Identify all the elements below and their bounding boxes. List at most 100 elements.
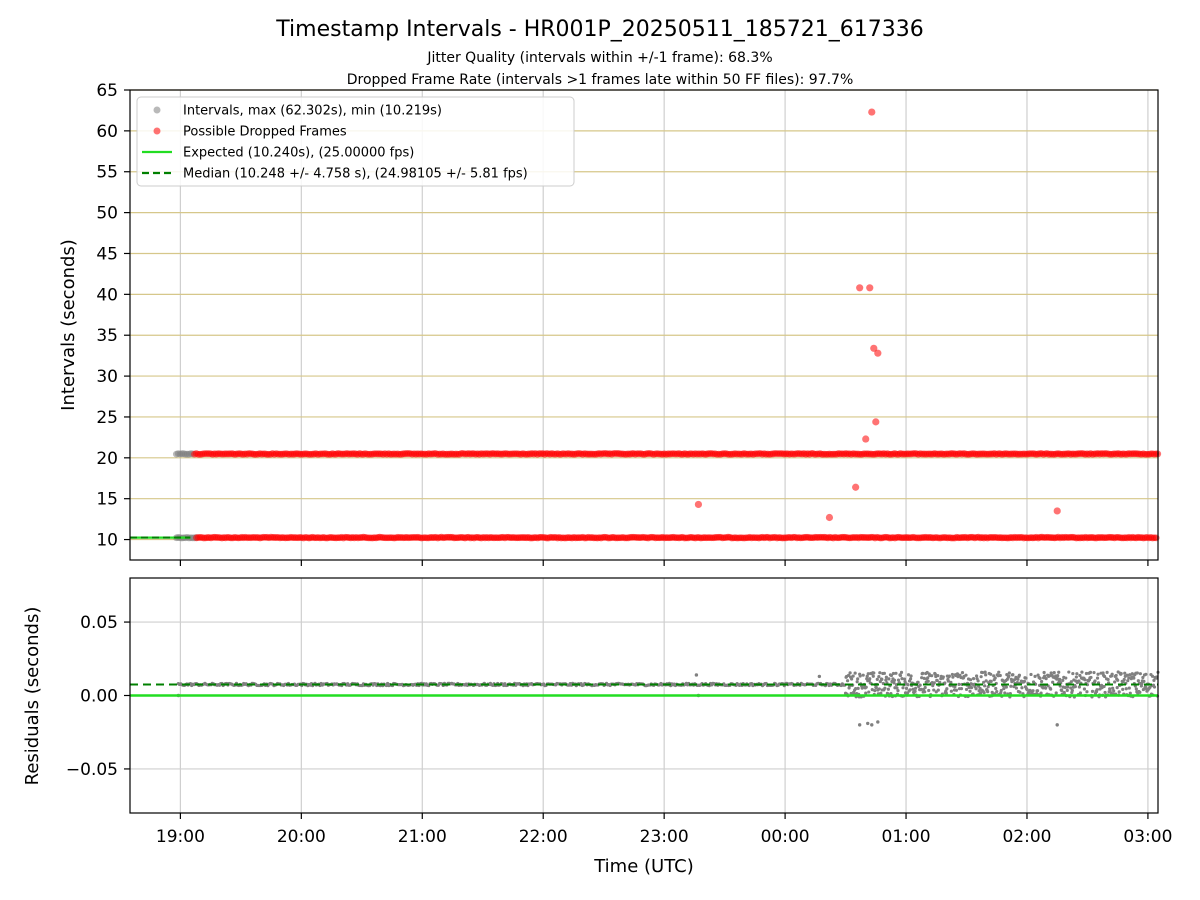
residual-point — [984, 673, 988, 677]
residual-point — [974, 687, 978, 691]
residual-point — [1138, 672, 1142, 676]
residual-point — [1093, 679, 1097, 683]
residual-point — [1065, 688, 1069, 692]
residual-point — [1092, 670, 1096, 675]
residual-point — [1063, 685, 1067, 690]
residual-point — [1058, 677, 1062, 681]
legend-label: Expected (10.240s), (25.00000 fps) — [183, 146, 414, 161]
residual-point — [1085, 690, 1089, 694]
residual-point — [944, 691, 948, 696]
residual-point — [1103, 690, 1107, 695]
residual-point — [1102, 684, 1106, 689]
residual-point — [1134, 687, 1138, 691]
residual-point — [1002, 687, 1006, 691]
dropped-frame-point — [825, 513, 834, 522]
residual-point — [933, 672, 937, 676]
residual-point — [870, 688, 874, 692]
intervals-y-tick-label: 15 — [96, 490, 118, 510]
residual-point — [919, 687, 923, 692]
dropped-frame-point — [872, 418, 880, 426]
intervals-axis: 10 15 20 25 30 35 40 45 50 55 60 65 — [96, 81, 1149, 566]
residual-point — [976, 679, 980, 683]
residual-point — [916, 680, 920, 684]
residual-point — [1077, 679, 1081, 683]
residual-point — [1003, 691, 1007, 695]
residual-point — [850, 677, 854, 681]
residual-point — [899, 670, 904, 674]
residual-point — [1069, 680, 1073, 684]
residual-point — [1082, 687, 1087, 691]
residual-point — [1049, 687, 1053, 691]
residual-point — [953, 685, 957, 689]
residual-point — [1125, 673, 1129, 677]
legend-marker — [153, 106, 161, 114]
residual-point — [1122, 677, 1126, 682]
residual-point — [1115, 686, 1119, 690]
residual-point — [1016, 677, 1020, 681]
residual-point — [882, 671, 886, 675]
residual-point — [1074, 675, 1078, 679]
residual-point — [887, 677, 891, 681]
residual-point — [946, 679, 950, 683]
residual-point — [989, 672, 993, 676]
residual-point — [1130, 672, 1134, 676]
residual-point — [1089, 675, 1093, 680]
residual-point — [1077, 685, 1081, 689]
chart-subtitle-1: Jitter Quality (intervals within +/-1 fr… — [426, 50, 772, 66]
residual-point — [918, 683, 922, 687]
residual-point — [1038, 676, 1042, 681]
residual-point — [906, 683, 910, 687]
residual-point — [861, 673, 865, 677]
residual-point — [896, 678, 901, 682]
x-tick-label: 03:00 — [1123, 827, 1172, 847]
residuals-reference-lines — [130, 683, 1158, 697]
residual-point — [1096, 672, 1100, 676]
residual-point — [1112, 689, 1116, 693]
residuals-y-tick-label: 0.00 — [80, 687, 118, 707]
residual-point — [1004, 685, 1008, 689]
dropped-frame-point — [862, 435, 870, 443]
residual-point — [936, 674, 940, 678]
dropped-frame-point — [866, 284, 874, 292]
residual-point — [1084, 671, 1089, 676]
residual-point — [998, 673, 1002, 678]
residual-point — [1044, 686, 1048, 690]
intervals-y-tick-label: 55 — [96, 163, 118, 183]
residual-point — [1060, 688, 1064, 693]
residual-point — [1061, 678, 1065, 682]
residual-point — [974, 674, 979, 678]
residual-point — [872, 671, 876, 675]
intervals-y-tick-label: 45 — [96, 244, 118, 264]
residual-point — [1132, 676, 1136, 680]
residual-point — [964, 673, 968, 677]
residuals-ylabel: Residuals (seconds) — [22, 607, 43, 786]
residual-point — [871, 674, 875, 678]
residual-point — [922, 676, 926, 680]
residual-point — [1039, 691, 1043, 695]
residual-point — [1105, 670, 1109, 675]
residual-point — [1014, 686, 1018, 690]
residual-point — [986, 690, 990, 694]
residual-point — [1135, 671, 1139, 675]
residual-point — [1064, 676, 1068, 680]
residual-point — [957, 682, 961, 687]
residual-point — [1128, 691, 1132, 695]
x-tick-label: 20:00 — [277, 827, 326, 847]
residual-point — [909, 674, 913, 678]
residual-point — [849, 691, 853, 696]
legend-label: Intervals, max (62.302s), min (10.219s) — [183, 104, 442, 119]
residual-point — [1113, 680, 1117, 684]
residual-point — [856, 677, 860, 681]
residual-point — [1152, 685, 1157, 689]
residual-point — [1144, 672, 1148, 676]
residuals-y-tick-label: 0.05 — [80, 613, 118, 633]
residual-point — [911, 687, 915, 691]
residual-point — [1049, 671, 1053, 675]
residual-point — [900, 677, 904, 681]
residual-point — [995, 689, 999, 694]
residual-point — [1066, 685, 1070, 689]
intervals-y-tick-label: 60 — [96, 122, 118, 142]
residual-point — [1009, 684, 1013, 688]
intervals-y-tick-label: 65 — [96, 81, 118, 101]
residual-point — [1114, 673, 1118, 678]
